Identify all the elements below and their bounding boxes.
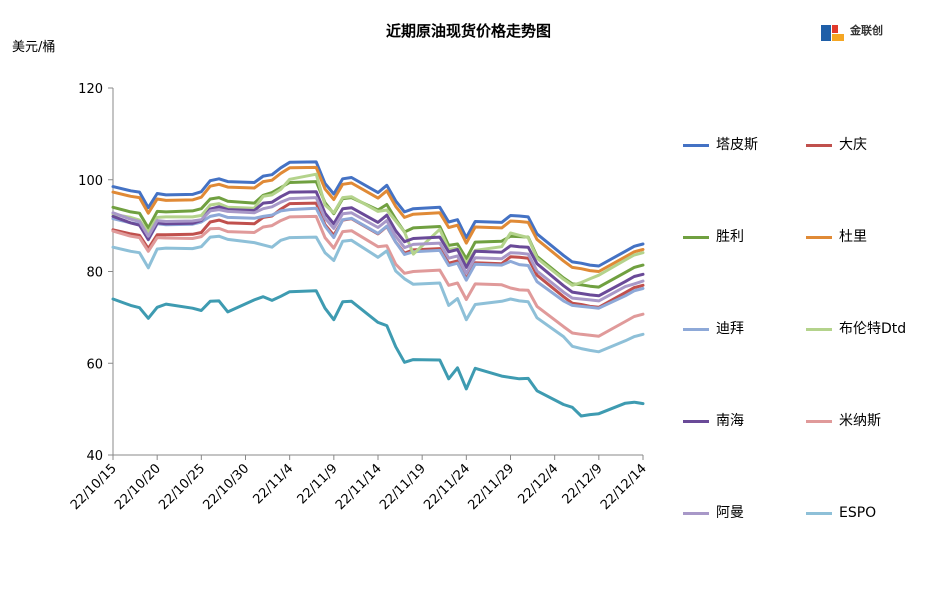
x-tick-label: 22/11/14 (333, 461, 385, 513)
legend-swatch (683, 144, 709, 147)
x-tick-label: 22/10/20 (112, 461, 164, 513)
legend-swatch (806, 328, 832, 331)
legend-label: 大庆 (839, 137, 867, 153)
series-line-1 (111, 160, 645, 268)
legend-swatch (683, 512, 709, 515)
legend-label: 胜利 (716, 229, 744, 245)
x-tick-label: 22/12/4 (515, 461, 561, 507)
legend-label: 塔皮斯 (716, 137, 758, 153)
legend-swatch (806, 420, 832, 423)
y-tick-label: 100 (78, 174, 103, 189)
series-line-9 (111, 196, 645, 303)
x-tick-label: 22/11/29 (465, 461, 517, 513)
x-tick-label: 22/10/30 (200, 461, 252, 513)
series-line-11 (111, 289, 645, 418)
legend-label: 南海 (716, 413, 744, 429)
chart-title: 近期原油现货价格走势图 (385, 22, 551, 40)
series-line-8 (111, 214, 645, 338)
legend-label: 米纳斯 (839, 413, 881, 429)
brand-logo: 金联创 (820, 20, 910, 46)
legend-label: ESPO (839, 505, 877, 521)
series-line-10 (111, 234, 645, 354)
legend-swatch (683, 328, 709, 331)
series-line-6 (111, 172, 645, 287)
legend-label: 布伦特Dtd (839, 321, 907, 337)
x-tick-label: 22/11/4 (250, 461, 296, 507)
y-tick-label: 80 (86, 266, 103, 281)
legend-swatch (683, 420, 709, 423)
y-tick-label: 40 (86, 449, 103, 464)
x-tick-label: 22/12/14 (598, 461, 650, 513)
y-tick-label: 60 (86, 357, 103, 372)
x-tick-label: 22/11/19 (377, 461, 429, 513)
legend-label: 迪拜 (716, 321, 744, 337)
legend-swatch (806, 144, 832, 147)
x-tick-label: 22/10/25 (156, 461, 208, 513)
legend-swatch (806, 512, 832, 515)
x-tick-label: 22/11/24 (421, 461, 473, 513)
y-tick-label: 120 (78, 82, 103, 97)
y-axis-label: 美元/桶 (12, 40, 56, 55)
legend-swatch (806, 236, 832, 239)
x-tick-label: 22/10/15 (68, 461, 120, 513)
legend-label: 阿曼 (716, 505, 744, 521)
logo-text: 金联创 (850, 24, 883, 37)
legend-swatch (683, 236, 709, 239)
series-line-4 (111, 165, 645, 273)
legend-label: 杜里 (839, 229, 867, 245)
logo-mark-icon (821, 25, 844, 41)
